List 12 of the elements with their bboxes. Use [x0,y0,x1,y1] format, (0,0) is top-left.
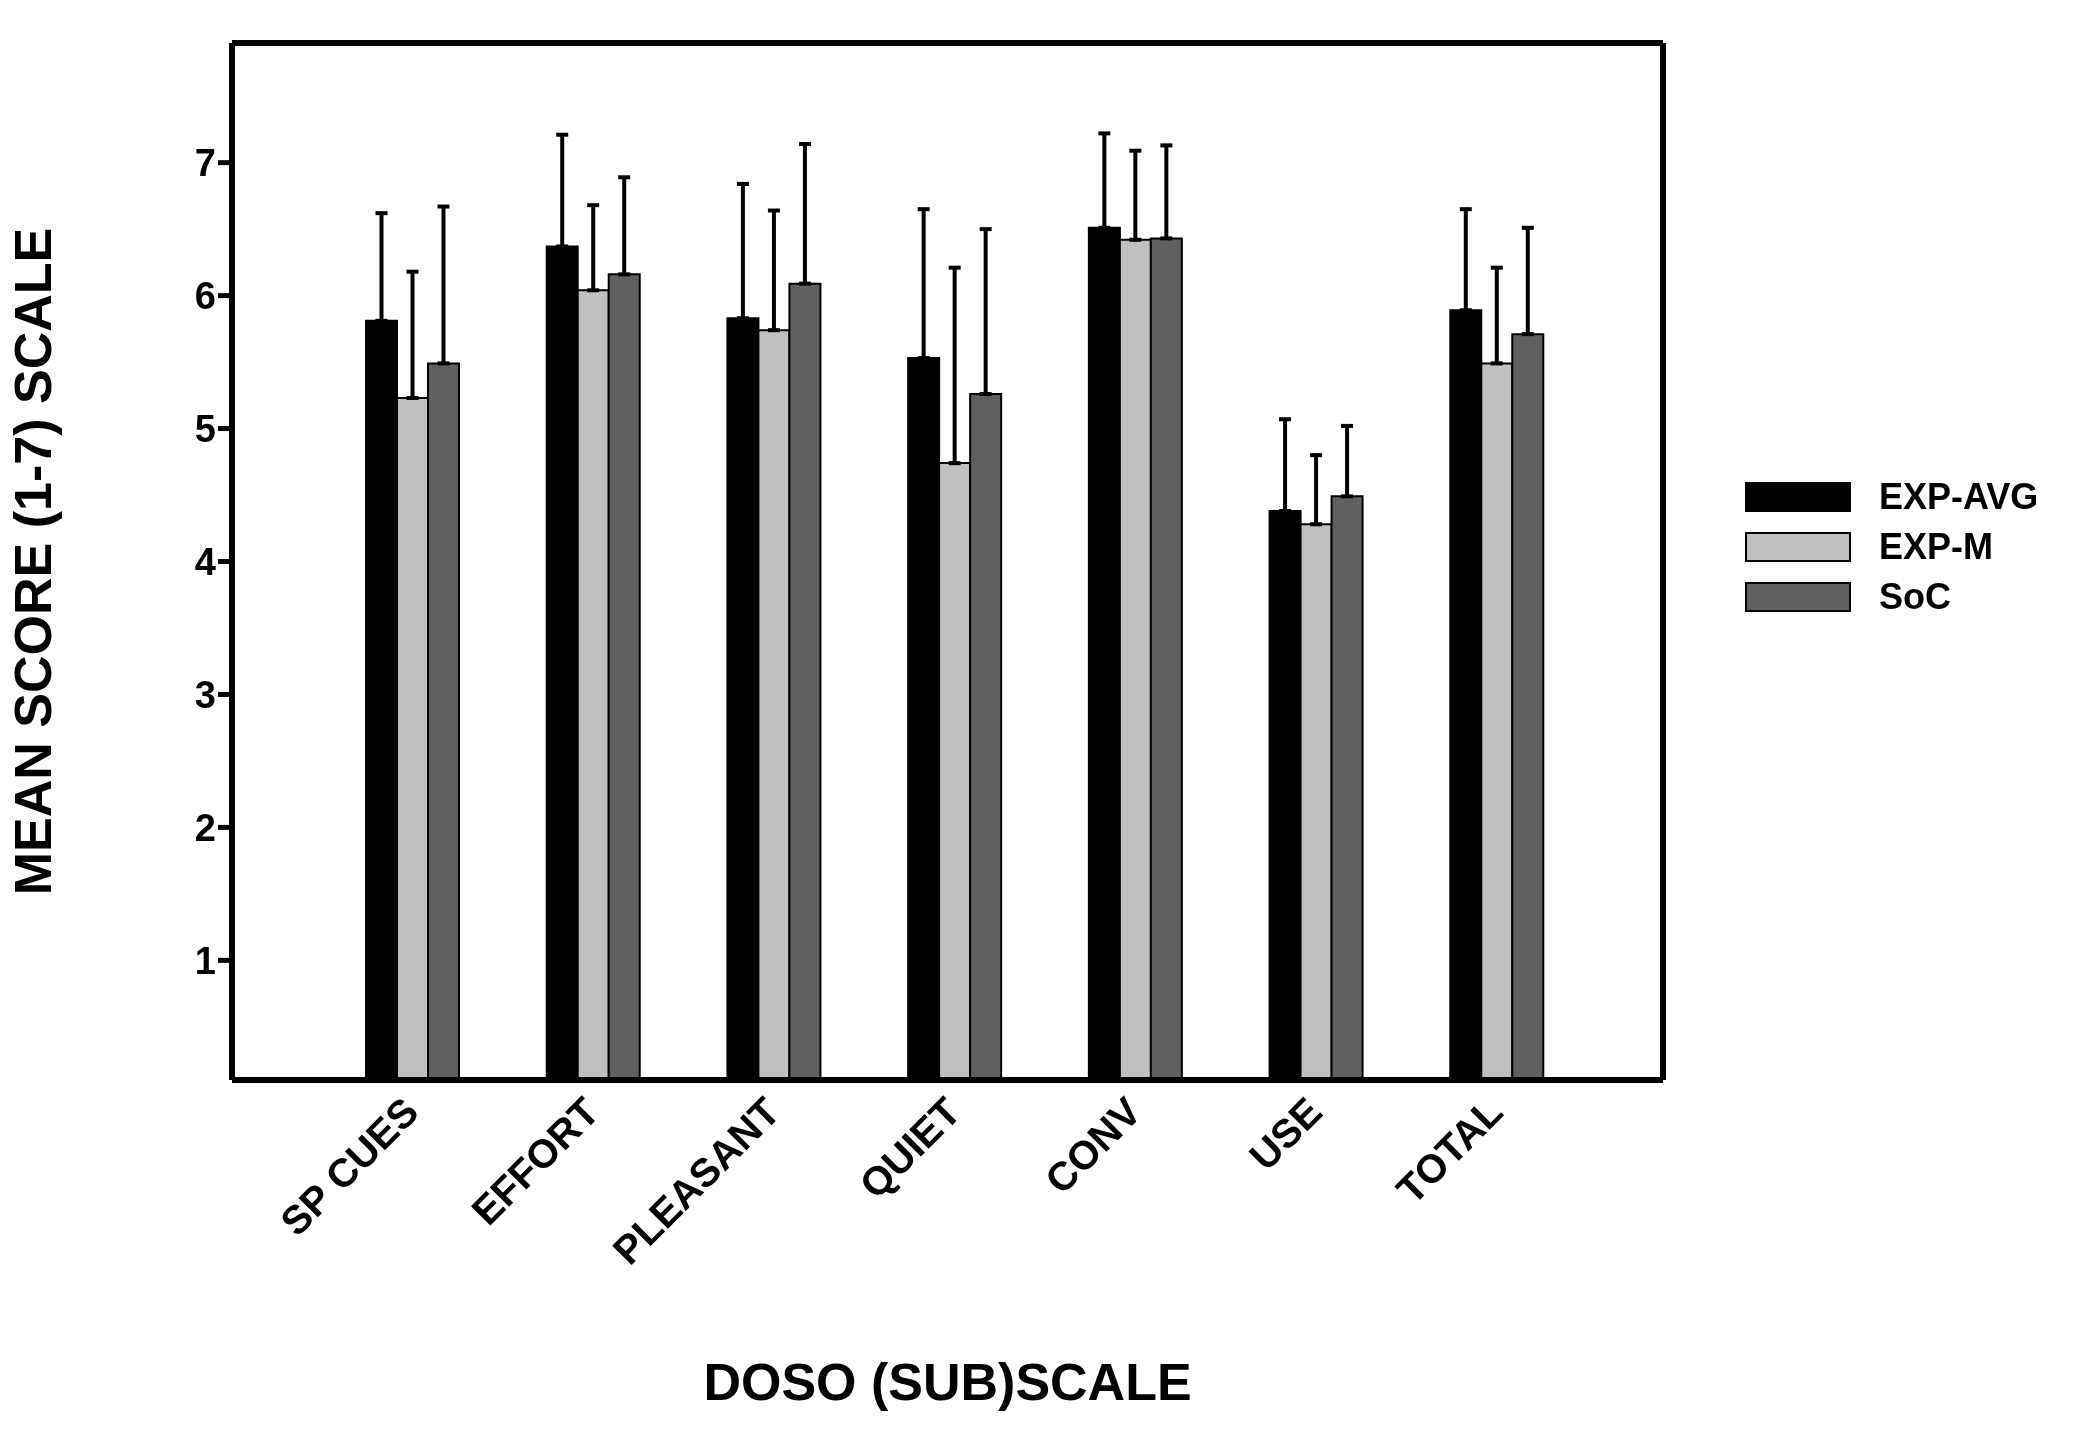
y-tick-label: 7 [194,142,216,185]
legend-label: EXP-M [1879,526,1994,568]
legend-label: EXP-AVG [1879,476,2039,518]
y-tick-label: 6 [194,275,216,318]
x-axis-title: DOSO (SUB)SCALE [703,1353,1192,1411]
y-tick-label: 1 [194,939,216,982]
y-axis-title: MEAN SCORE (1-7) SCALE [4,227,63,896]
y-tick-label: 2 [194,806,216,849]
y-tick-label: 4 [194,540,216,583]
legend-label: SoC [1879,576,1951,618]
y-tick-label: 5 [194,408,216,451]
y-tick-label: 3 [194,673,216,716]
